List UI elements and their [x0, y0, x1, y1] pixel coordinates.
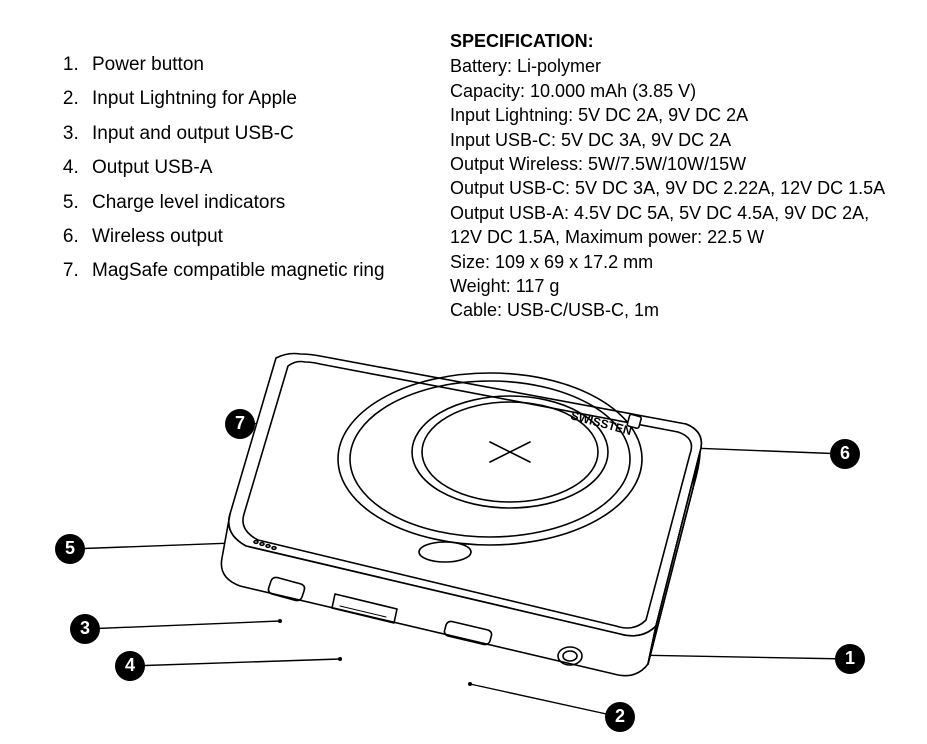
spec-line: Output Wireless: 5W/7.5W/10W/15W [450, 153, 907, 176]
spec-line: Output USB-A: 4.5V DC 5A, 5V DC 4.5A, 9V… [450, 202, 907, 225]
legend-item: Input and output USB-C [84, 119, 440, 149]
spec-line: 12V DC 1.5A, Maximum power: 22.5 W [450, 226, 907, 249]
leader-line [130, 659, 340, 666]
device-svg: SWISSTEN [0, 324, 927, 744]
legend-item: Input Lightning for Apple [84, 84, 440, 114]
callout-badge-3: 3 [70, 614, 100, 644]
spec-heading: SPECIFICATION: [450, 30, 907, 53]
spec-line: Battery: Li-polymer [450, 55, 907, 78]
spec-line: Input Lightning: 5V DC 2A, 9V DC 2A [450, 104, 907, 127]
spec-line: Cable: USB-C/USB-C, 1m [450, 299, 907, 322]
leader-end-dot [278, 619, 282, 623]
leader-line [470, 684, 620, 717]
leader-end-dot [338, 657, 342, 661]
callout-badge-5: 5 [55, 534, 85, 564]
specification-block: SPECIFICATION: Battery: Li-polymer Capac… [440, 30, 907, 324]
spec-line: Size: 109 x 69 x 17.2 mm [450, 251, 907, 274]
leader-end-dot [468, 682, 472, 686]
legend-item: Output USB-A [84, 153, 440, 183]
legend-item: Wireless output [84, 222, 440, 252]
top-text-region: Power button Input Lightning for Apple I… [0, 0, 927, 324]
legend-item: Power button [84, 50, 440, 80]
callout-badge-6: 6 [830, 439, 860, 469]
spec-line: Capacity: 10.000 mAh (3.85 V) [450, 80, 907, 103]
legend-list: Power button Input Lightning for Apple I… [20, 30, 440, 291]
diagram-region: SWISSTEN 7 6 5 34 1 2 [0, 324, 927, 744]
spec-line: Output USB-C: 5V DC 3A, 9V DC 2.22A, 12V… [450, 177, 907, 200]
callout-badge-1: 1 [835, 644, 865, 674]
device-body: SWISSTEN [221, 353, 701, 675]
legend-item: MagSafe compatible magnetic ring [84, 256, 440, 286]
legend-item: Charge level indicators [84, 188, 440, 218]
leader-line [85, 621, 280, 629]
callout-badge-2: 2 [605, 702, 635, 732]
callout-badge-7: 7 [225, 409, 255, 439]
legend-ol: Power button Input Lightning for Apple I… [50, 50, 440, 287]
callout-badge-4: 4 [115, 651, 145, 681]
spec-line: Input USB-C: 5V DC 3A, 9V DC 2A [450, 129, 907, 152]
spec-line: Weight: 117 g [450, 275, 907, 298]
